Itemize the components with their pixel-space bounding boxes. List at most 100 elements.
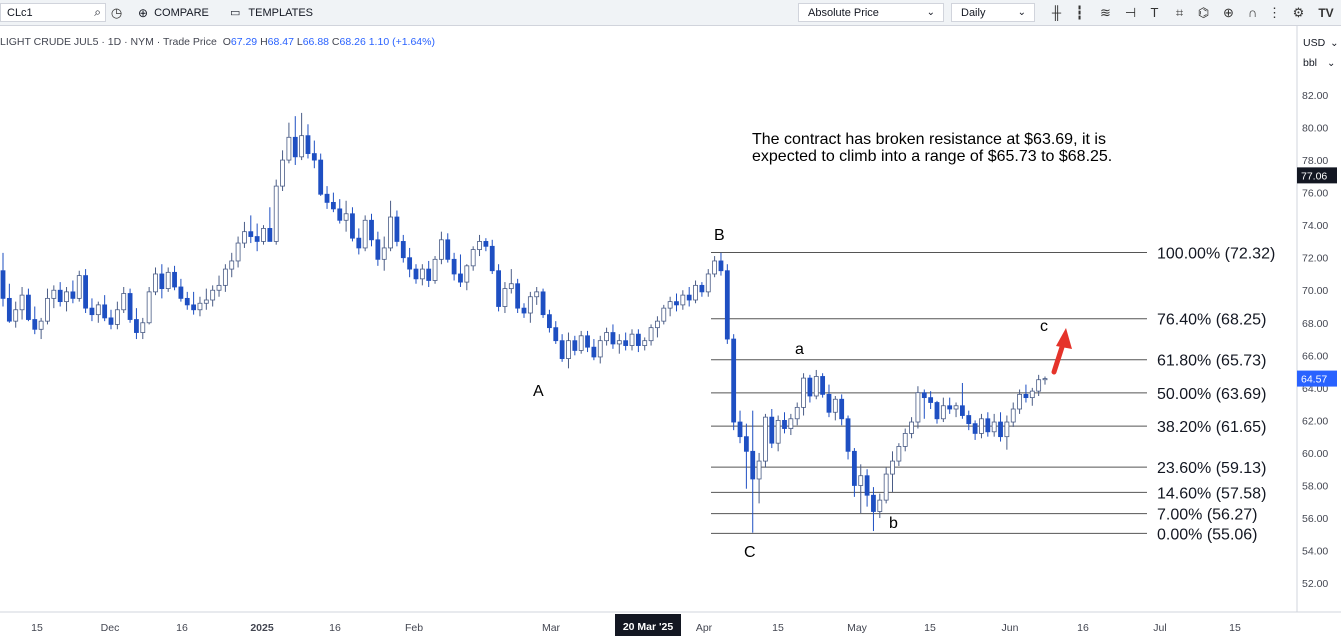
candle	[286, 122, 292, 164]
price-tick-label: 82.00	[1302, 90, 1328, 102]
candle	[267, 207, 273, 242]
low-value: 66.88	[302, 36, 329, 48]
compare-label: COMPARE	[154, 6, 209, 19]
search-icon: ⌕	[94, 5, 101, 19]
text-tool-icon[interactable]: T	[1150, 5, 1159, 20]
candle	[51, 285, 57, 309]
candle	[890, 451, 895, 492]
magnet-icon[interactable]: ∩	[1247, 5, 1258, 20]
candles-chart-icon[interactable]: ┇	[1075, 4, 1084, 20]
fib-level-label: 61.80% (65.73)	[1157, 353, 1266, 370]
candle	[311, 140, 317, 169]
currency-label: USD	[1303, 37, 1326, 49]
high-value: 68.47	[267, 36, 294, 48]
bars-chart-icon[interactable]: ╫	[1051, 5, 1062, 20]
candle	[731, 334, 737, 431]
unit-label: bbl	[1303, 57, 1318, 69]
candle	[159, 264, 165, 299]
candle	[38, 317, 44, 340]
candle	[591, 339, 597, 361]
candle	[210, 285, 216, 307]
chevron-down-icon: ⌄	[1327, 57, 1336, 69]
candle	[985, 412, 991, 437]
candle	[191, 291, 197, 315]
time-tick-label: 16	[329, 622, 341, 634]
horizontal-ray-icon[interactable]: ⊣	[1124, 4, 1137, 20]
candle	[979, 413, 984, 439]
price-axis[interactable]: 82.00 80.00 78.00 76.00 74.00 72.00 70.00 68.00…	[1296, 25, 1337, 612]
shapes-icon[interactable]: ⌗	[1175, 4, 1184, 20]
candle	[820, 373, 826, 398]
candle	[585, 330, 590, 353]
interval-select[interactable]: Daily ⌄	[951, 3, 1035, 22]
candle	[775, 415, 781, 452]
legend-title: LIGHT CRUDE JUL5 · 1D · NYM · Trade Pric…	[0, 36, 217, 48]
candle	[972, 420, 978, 440]
time-tick-label: Jul	[1153, 622, 1166, 634]
candle	[489, 239, 495, 274]
candle	[426, 260, 432, 287]
currency-select[interactable]: USD ⌄	[1299, 34, 1341, 52]
candle	[121, 286, 127, 314]
candle	[883, 467, 889, 504]
candle	[70, 280, 76, 304]
candle	[76, 270, 82, 302]
time-axis[interactable]: 15 Dec 16 2025 16 Feb Mar 20 Mar '25 Apr 15 May 15 J…	[0, 611, 1341, 636]
candle	[299, 112, 305, 161]
candle	[178, 278, 184, 302]
candle	[604, 327, 609, 346]
wave-label-B: B	[714, 227, 725, 244]
candle	[388, 200, 393, 252]
candle	[451, 252, 457, 281]
candle	[1004, 415, 1010, 450]
candle	[597, 335, 603, 364]
price-tick-label: 66.00	[1302, 350, 1328, 362]
candle	[991, 413, 997, 437]
fib-level-label: 7.00% (56.27)	[1157, 507, 1258, 524]
wave-label-A: A	[533, 383, 544, 400]
trend-lines-icon[interactable]: ≋	[1100, 4, 1111, 20]
candle	[642, 337, 648, 351]
candle	[369, 213, 374, 247]
price-tick-label: 72.00	[1302, 253, 1328, 265]
wave-label-C: C	[744, 544, 756, 561]
candle	[343, 200, 349, 232]
candle	[655, 316, 660, 338]
candle	[305, 124, 311, 159]
candle	[432, 256, 438, 284]
candle	[108, 309, 114, 330]
clock-icon[interactable]: ◷	[110, 4, 123, 20]
candle	[686, 286, 692, 307]
symbol-search-input[interactable]: CLc1 ⌕	[0, 3, 106, 22]
candle	[534, 286, 540, 305]
gear-icon[interactable]: ⚙	[1292, 4, 1305, 20]
pattern-icon[interactable]: ⌬	[1197, 4, 1210, 20]
low-label: L	[296, 36, 303, 48]
candle	[909, 417, 914, 439]
candle	[610, 324, 616, 349]
more-vertical-icon[interactable]: ⋮	[1268, 4, 1281, 20]
price-mode-select[interactable]: Absolute Price ⌄	[798, 3, 944, 22]
candle	[394, 210, 400, 247]
crosshair-date-badge	[615, 614, 681, 636]
candle	[1010, 402, 1016, 427]
compare-button[interactable]: ⊕ COMPARE	[138, 3, 209, 22]
zoom-icon[interactable]: ⊕	[1223, 4, 1234, 20]
templates-button[interactable]: ▭ TEMPLATES	[230, 3, 313, 22]
candle	[458, 254, 463, 287]
price-tick-label: 52.00	[1302, 578, 1328, 590]
candle	[165, 267, 171, 292]
candle	[381, 236, 387, 271]
candle	[553, 321, 559, 344]
candle	[6, 283, 12, 323]
arrow-shaft	[1051, 341, 1066, 375]
open-value: 67.29	[230, 36, 258, 48]
wave-label-b: b	[889, 515, 898, 532]
candle	[578, 330, 584, 354]
candle	[540, 288, 546, 318]
templates-label: TEMPLATES	[248, 6, 313, 19]
candle	[1042, 376, 1048, 385]
unit-select[interactable]: bbl ⌄	[1299, 54, 1341, 72]
price-tick-label: 74.00	[1302, 220, 1328, 232]
